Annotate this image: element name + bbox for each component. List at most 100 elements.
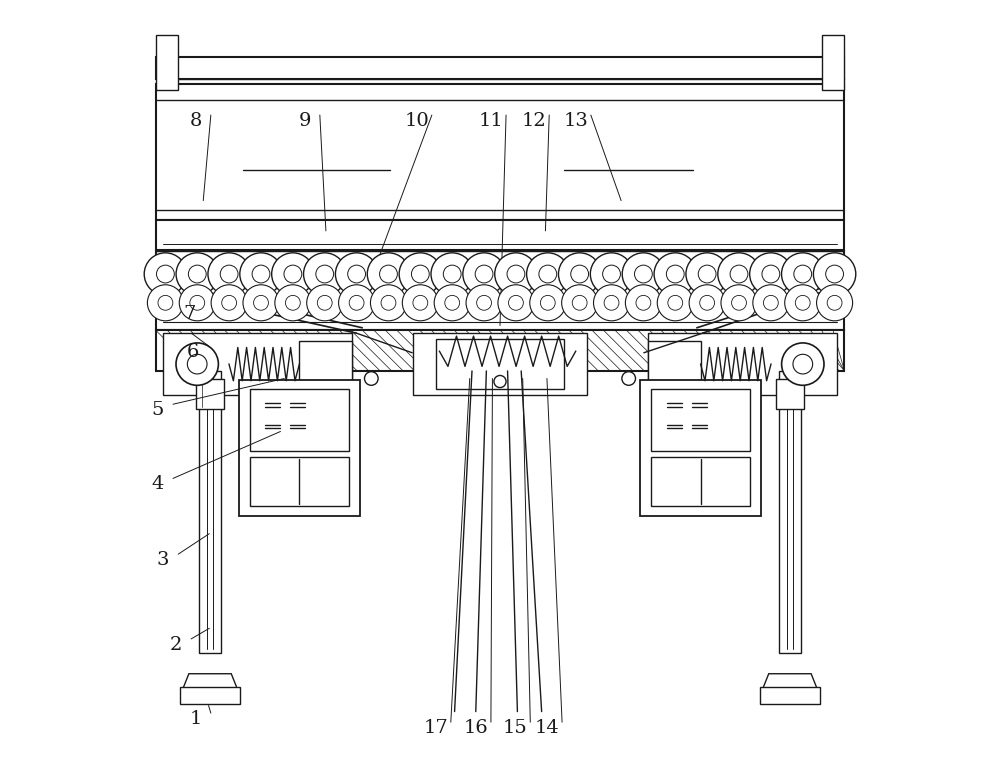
Bar	[651, 389, 750, 451]
Circle shape	[750, 253, 792, 295]
Text: 11: 11	[479, 112, 503, 130]
Circle shape	[304, 253, 346, 295]
Circle shape	[370, 285, 406, 321]
Bar	[651, 457, 750, 506]
Circle shape	[686, 253, 728, 295]
Circle shape	[339, 285, 375, 321]
Circle shape	[782, 343, 824, 385]
Bar	[822, 35, 844, 90]
Circle shape	[399, 253, 442, 295]
Text: 7: 7	[183, 305, 196, 323]
Circle shape	[157, 265, 174, 283]
Bar	[640, 380, 761, 516]
Circle shape	[762, 265, 780, 283]
Bar	[156, 251, 844, 330]
Circle shape	[668, 295, 683, 310]
Text: 8: 8	[189, 112, 202, 130]
Text: 6: 6	[187, 343, 200, 361]
Circle shape	[413, 295, 428, 310]
Text: 4: 4	[152, 475, 164, 494]
Text: 16: 16	[463, 719, 488, 737]
Text: 3: 3	[157, 551, 169, 569]
Circle shape	[208, 253, 250, 295]
Circle shape	[335, 253, 378, 295]
Bar	[648, 333, 837, 395]
Circle shape	[307, 285, 343, 321]
Circle shape	[240, 253, 282, 295]
Bar	[436, 339, 564, 389]
Text: 10: 10	[404, 112, 429, 130]
Bar	[413, 333, 587, 395]
Circle shape	[530, 285, 566, 321]
Circle shape	[187, 354, 207, 374]
Circle shape	[793, 354, 813, 374]
Circle shape	[654, 253, 696, 295]
Circle shape	[539, 265, 557, 283]
Circle shape	[603, 265, 620, 283]
Circle shape	[700, 295, 715, 310]
Circle shape	[732, 295, 746, 310]
Circle shape	[284, 265, 302, 283]
Bar	[760, 687, 820, 704]
Bar	[180, 687, 240, 704]
Bar	[199, 371, 221, 653]
Circle shape	[411, 265, 429, 283]
Circle shape	[558, 253, 601, 295]
Circle shape	[147, 285, 183, 321]
Circle shape	[477, 295, 491, 310]
Circle shape	[349, 295, 364, 310]
Circle shape	[254, 295, 268, 310]
Circle shape	[509, 295, 523, 310]
Circle shape	[622, 372, 636, 385]
Circle shape	[443, 265, 461, 283]
Circle shape	[364, 372, 378, 385]
Circle shape	[527, 253, 569, 295]
Circle shape	[498, 285, 534, 321]
Circle shape	[794, 265, 812, 283]
Circle shape	[594, 285, 630, 321]
Bar	[156, 330, 844, 371]
Circle shape	[431, 253, 473, 295]
Bar	[779, 371, 801, 653]
Text: 1: 1	[189, 710, 202, 728]
Bar	[250, 389, 349, 451]
Circle shape	[367, 253, 410, 295]
Bar	[196, 378, 224, 409]
Circle shape	[381, 295, 396, 310]
Circle shape	[817, 285, 853, 321]
Circle shape	[176, 253, 218, 295]
Circle shape	[634, 265, 652, 283]
Bar	[250, 457, 349, 506]
Text: 17: 17	[423, 719, 448, 737]
Circle shape	[272, 253, 314, 295]
Bar	[776, 378, 804, 409]
Bar	[156, 84, 844, 220]
Circle shape	[463, 253, 505, 295]
Circle shape	[813, 253, 856, 295]
Circle shape	[285, 295, 300, 310]
Text: 14: 14	[535, 719, 559, 737]
Circle shape	[604, 295, 619, 310]
Circle shape	[475, 265, 493, 283]
Circle shape	[188, 265, 206, 283]
Polygon shape	[183, 674, 237, 689]
Circle shape	[179, 285, 215, 321]
Circle shape	[316, 265, 334, 283]
Circle shape	[348, 265, 366, 283]
Bar	[156, 220, 844, 250]
Circle shape	[572, 295, 587, 310]
Circle shape	[698, 265, 716, 283]
Circle shape	[540, 295, 555, 310]
Text: 12: 12	[522, 112, 546, 130]
Circle shape	[826, 265, 843, 283]
Circle shape	[562, 285, 598, 321]
Bar	[299, 341, 352, 388]
Circle shape	[434, 285, 470, 321]
Circle shape	[275, 285, 311, 321]
Circle shape	[590, 253, 633, 295]
Circle shape	[466, 285, 502, 321]
Circle shape	[220, 265, 238, 283]
Text: 9: 9	[298, 112, 311, 130]
Bar	[156, 57, 844, 79]
Circle shape	[494, 375, 506, 388]
